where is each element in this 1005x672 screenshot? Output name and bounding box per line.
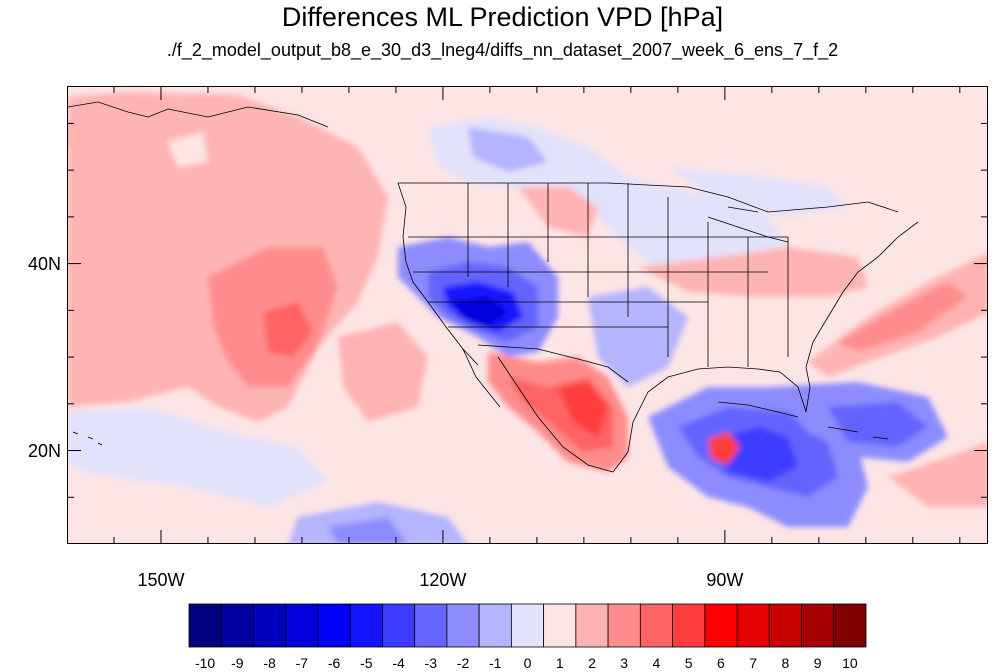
- colorbar-label: -4: [392, 655, 405, 671]
- colorbar-swatch: [188, 603, 222, 648]
- colorbar-swatch: [478, 603, 512, 648]
- colorbar-swatch: [768, 603, 802, 648]
- colorbar-label: 8: [781, 655, 790, 671]
- chart-subtitle: ./f_2_model_output_b8_e_30_d3_lneg4/diff…: [166, 40, 839, 60]
- filled-contours: [68, 92, 987, 543]
- colorbar-label: 9: [813, 655, 822, 671]
- colorbar-swatch: [704, 603, 738, 648]
- coastlines-and-borders: [68, 101, 919, 473]
- colorbar-label: -6: [327, 655, 341, 671]
- colorbar-swatch: [672, 603, 706, 648]
- colorbar-swatch: [253, 603, 287, 648]
- colorbar-label: 10: [842, 655, 858, 671]
- colorbar-label: 6: [717, 655, 725, 671]
- vpd-difference-field: [68, 87, 987, 543]
- colorbar-label: -2: [456, 655, 470, 671]
- colorbar-swatch: [833, 603, 867, 648]
- colorbar-label: -10: [194, 655, 216, 671]
- colorbar-label: 2: [588, 655, 596, 671]
- colorbar-label: 0: [523, 655, 532, 671]
- colorbar-label: -9: [231, 655, 244, 671]
- colorbar-label: 4: [652, 655, 661, 671]
- colorbar-swatch: [543, 603, 577, 648]
- colorbar-label: 1: [555, 655, 564, 671]
- colorbar-swatch: [317, 603, 351, 648]
- colorbar-label: -5: [360, 655, 373, 671]
- lon-tick-label: 90W: [706, 570, 744, 590]
- colorbar-label: -1: [489, 655, 502, 671]
- colorbar-swatch: [414, 603, 448, 648]
- colorbar-label: 7: [749, 655, 758, 671]
- colorbar-swatch: [220, 603, 254, 648]
- colorbar-label: -7: [295, 655, 309, 671]
- colorbar-label: 5: [684, 655, 693, 671]
- colorbar-swatch: [510, 603, 545, 648]
- lon-tick-label: 150W: [137, 570, 185, 590]
- colorbar-swatch: [736, 603, 770, 648]
- lon-tick-label: 120W: [419, 570, 467, 590]
- lat-tick-label: 20N: [27, 440, 61, 461]
- colorbar-label: -8: [263, 655, 276, 671]
- colorbar-swatch: [801, 603, 835, 648]
- chart-title: Differences ML Prediction VPD [hPa]: [281, 2, 724, 32]
- colorbar-label: 3: [620, 655, 629, 671]
- colorbar-swatch: [639, 603, 673, 648]
- colorbar-label: -3: [424, 655, 437, 671]
- colorbar-swatch: [382, 603, 416, 648]
- colorbar-swatch: [607, 603, 641, 648]
- colorbar-swatch: [285, 603, 319, 648]
- lat-tick-label: 40N: [27, 253, 61, 274]
- colorbar-swatch: [575, 603, 609, 648]
- colorbar-swatch: [446, 603, 480, 648]
- map-panel: [67, 86, 988, 544]
- colorbar-swatch: [349, 603, 383, 648]
